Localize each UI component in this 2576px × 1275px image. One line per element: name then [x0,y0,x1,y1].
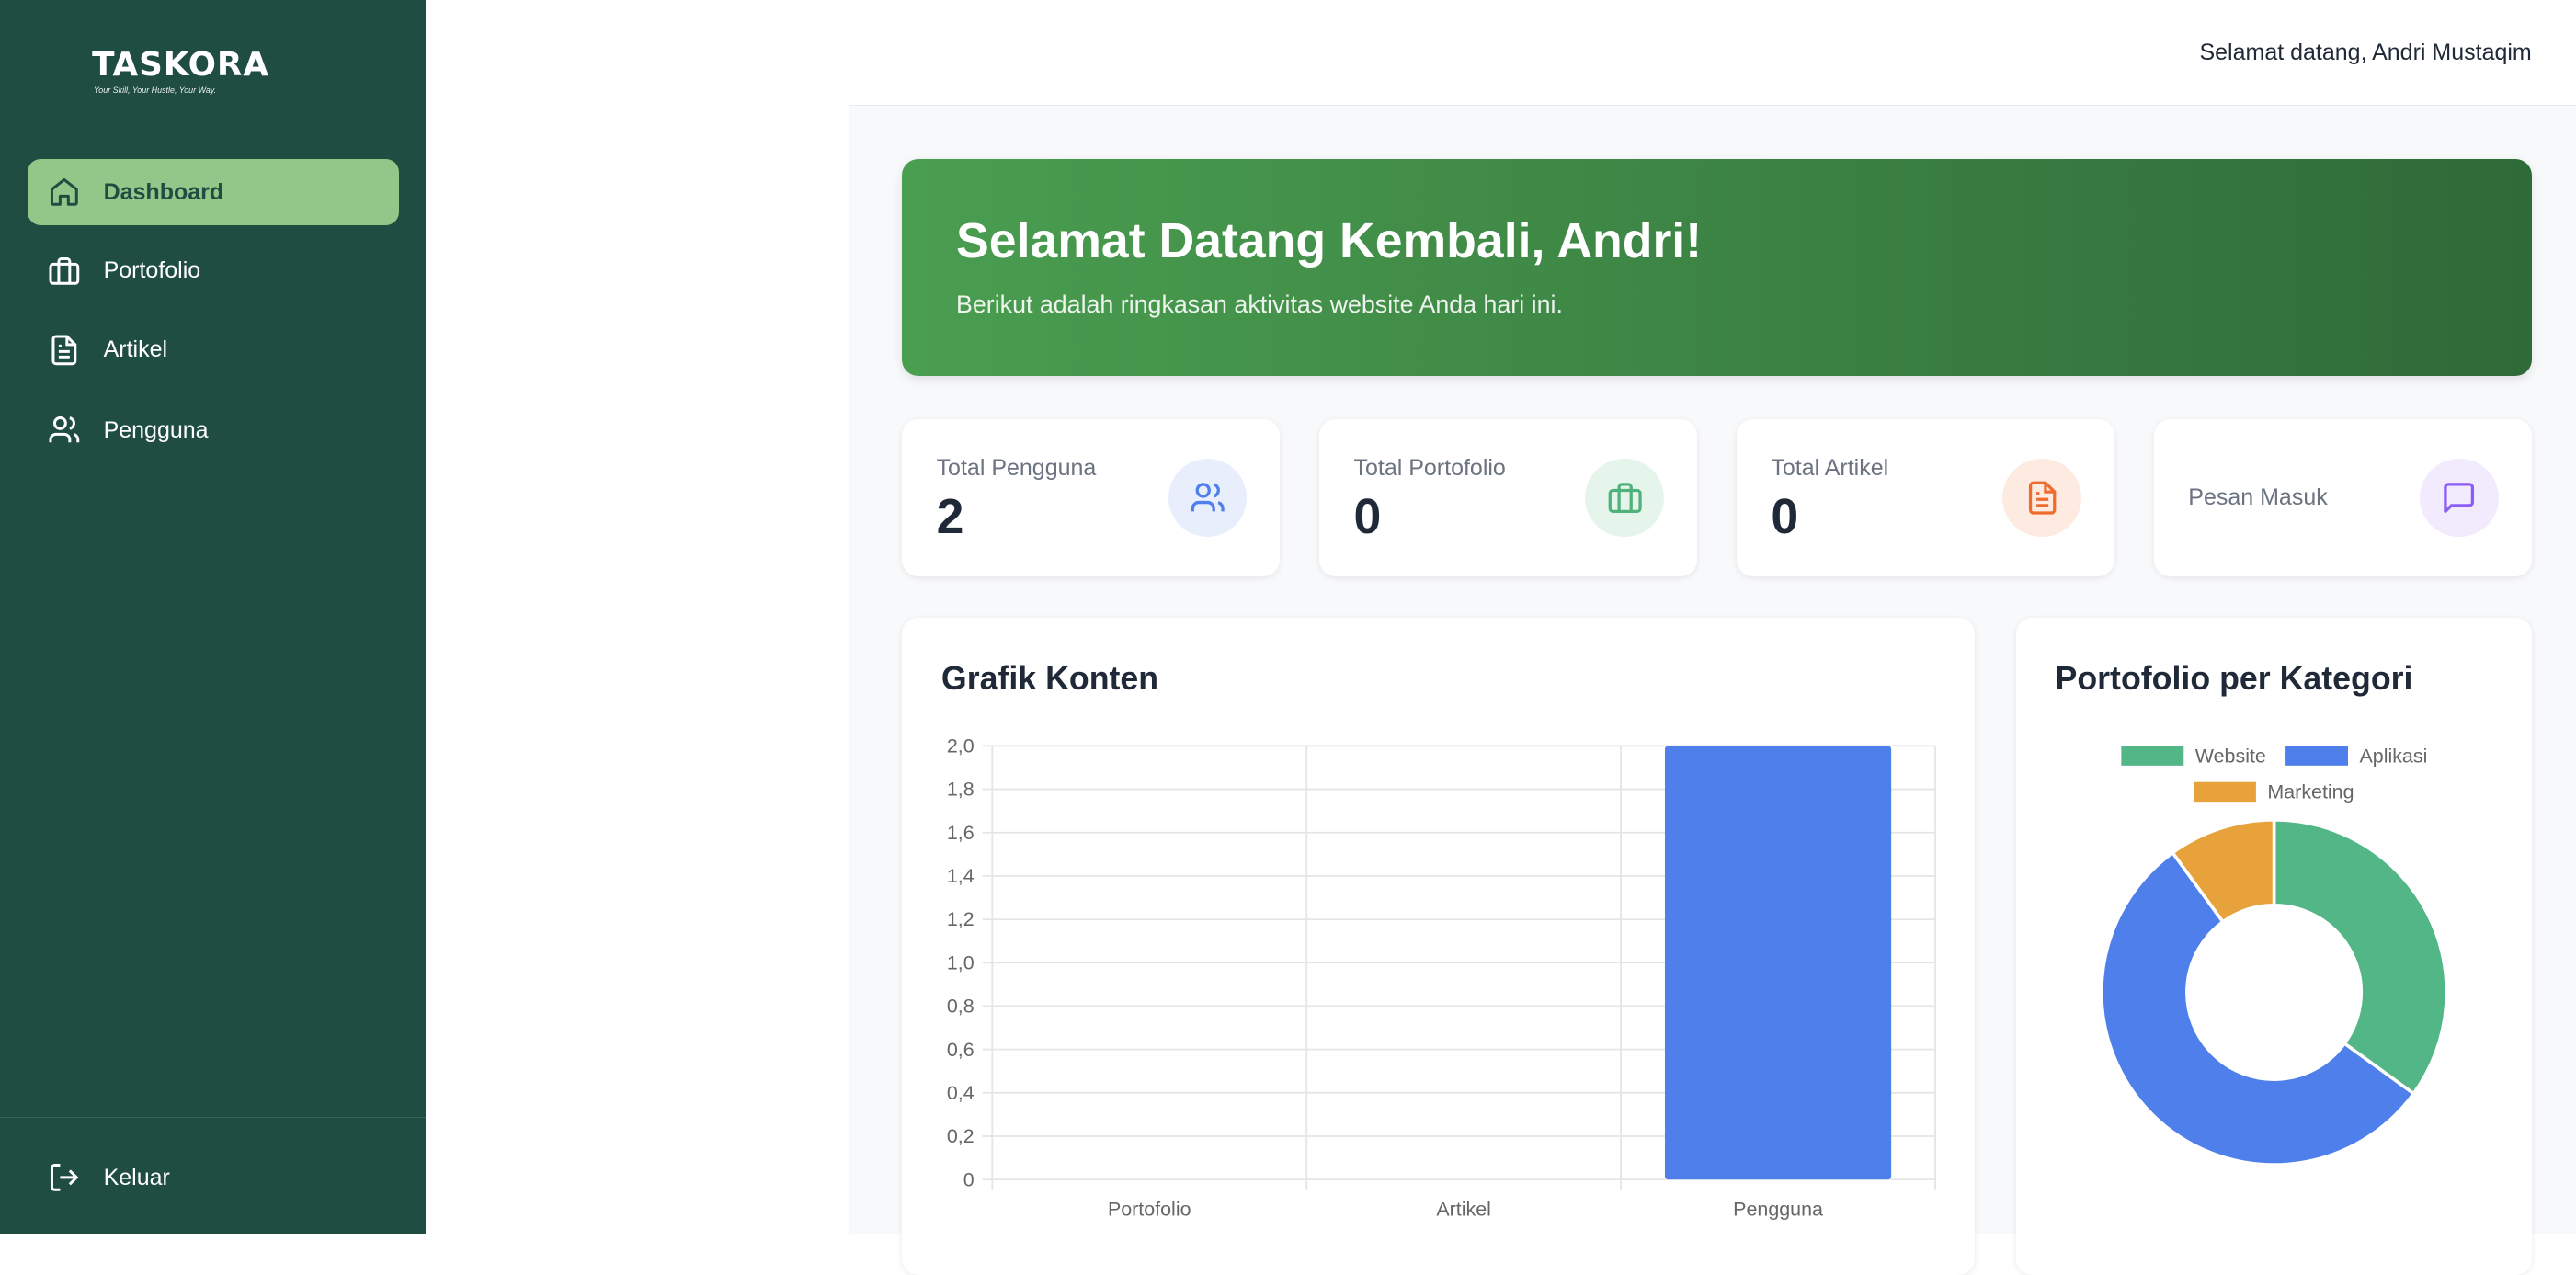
sidebar-item-portofolio[interactable]: Portofolio [28,238,399,303]
sidebar-item-label: Portofolio [103,257,201,284]
y-tick-label: 1,8 [947,779,975,801]
stat-value: 0 [1771,488,1799,544]
chart-title: Portofolio per Kategori [2055,660,2413,698]
bar-pengguna [1665,746,1892,1180]
stat-value: 2 [936,488,964,544]
welcome-user-text: Selamat datang, Andri Mustaqim [2199,39,2532,65]
chart-title: Grafik Konten [940,660,1159,698]
stat-card-articles: Total Artikel 0 [1736,418,2114,577]
sidebar-item-pengguna[interactable]: Pengguna [28,397,399,462]
legend-swatch-website [2121,746,2183,766]
welcome-banner: Selamat Datang Kembali, Andri! Berikut a… [902,159,2532,377]
stat-label: Pesan Masuk [2188,484,2328,511]
y-tick-label: 1,4 [947,865,975,887]
sidebar-item-label: Dashboard [103,178,224,205]
x-tick-label: Artikel [1436,1198,1491,1220]
donut-slice-marketing [2170,817,2275,925]
category-chart-card: Portofolio per Kategori Website Aplikasi M… [2015,617,2532,1275]
blank-area [425,0,849,1235]
y-tick-label: 0,8 [947,996,975,1018]
y-tick-label: 1,6 [947,822,975,844]
sidebar-item-label: Artikel [103,336,168,363]
donut-slice-website [2272,817,2448,1097]
users-icon [1168,458,1248,538]
briefcase-icon [1585,458,1665,538]
logo-tagline: Your Skill, Your Hustle, Your Way. [93,85,217,95]
sidebar-divider [0,1117,426,1118]
banner-subtitle: Berikut adalah ringkasan aktivitas websi… [956,290,1563,319]
document-icon [51,335,77,365]
legend-label: Website [2194,745,2265,767]
sidebar-item-label: Pengguna [103,416,209,443]
content-chart-card: Grafik Konten 0 0,2 0,4 0,6 0,8 1,0 1,2 1,4 1,6 1… [902,617,1975,1275]
stat-card-portfolio: Total Portofolio 0 [1318,418,1697,577]
legend-swatch-aplikasi [2285,746,2348,766]
stat-label: Total Artikel [1771,454,1889,481]
x-tick-label: Pengguna [1733,1198,1823,1220]
y-tick-label: 0 [963,1168,975,1190]
stat-value: 0 [1353,488,1382,544]
sidebar-item-dashboard[interactable]: Dashboard [28,159,400,225]
briefcase-icon [49,256,80,285]
y-tick-label: 0,4 [947,1082,975,1104]
message-icon [2420,458,2500,538]
y-tick-label: 0,6 [947,1039,975,1061]
y-tick-label: 0,2 [947,1125,975,1147]
donut-slice-aplikasi [2099,850,2416,1167]
banner-title: Selamat Datang Kembali, Andri! [956,212,1703,268]
y-tick-label: 1,0 [947,951,975,973]
legend-label: Aplikasi [2359,745,2427,767]
sidebar: TASKORA Your Skill, Your Hustle, Your Wa… [0,0,426,1235]
top-header: Selamat datang, Andri Mustaqim [849,0,2576,107]
users-icon [49,416,80,443]
x-tick-label: Portofolio [1108,1198,1191,1220]
logo-text: TASKORA [92,46,269,85]
home-icon [50,178,78,206]
sidebar-item-artikel[interactable]: Artikel [28,317,399,382]
stat-card-users: Total Pengguna 2 [902,418,1281,577]
logout-icon [50,1164,79,1192]
document-icon [2002,458,2082,538]
logout-button[interactable]: Keluar [28,1145,399,1211]
taskora-logo[interactable]: TASKORA Your Skill, Your Hustle, Your Wa… [92,33,338,102]
legend-swatch-marketing [2193,781,2256,803]
logout-label: Keluar [103,1164,170,1190]
main-content: Selamat datang, Andri Mustaqim Selamat D… [849,0,2576,1275]
stat-label: Total Pengguna [936,454,1097,481]
stat-label: Total Portofolio [1353,454,1506,481]
y-tick-label: 1,2 [947,908,975,930]
bar-chart: 0 0,2 0,4 0,6 0,8 1,0 1,2 1,4 1,6 1,8 2,0 Portofoli… [947,734,1936,1220]
y-tick-label: 2,0 [947,734,975,757]
legend-label: Marketing [2267,780,2354,803]
stat-card-messages: Pesan Masuk [2153,418,2532,577]
